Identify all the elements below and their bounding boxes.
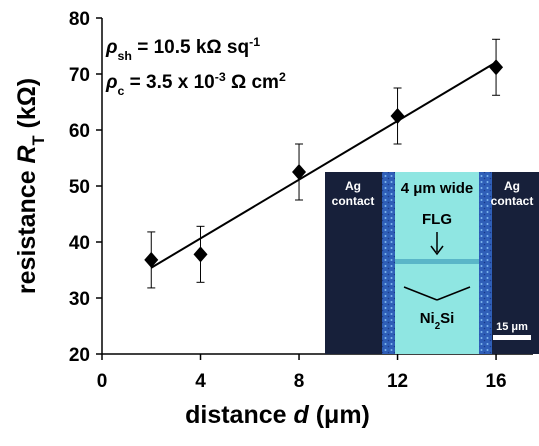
inset-label: Ag: [504, 179, 520, 193]
text-part: distance: [185, 401, 293, 429]
text-part: resistance: [13, 163, 41, 294]
text-part: (kΩ): [13, 78, 41, 136]
x-axis-title: distance d (μm): [185, 401, 370, 429]
data-point: [194, 246, 208, 262]
text-part: sh: [118, 49, 132, 63]
inset-label: contact: [332, 194, 375, 208]
x-tick-label: 16: [485, 371, 506, 392]
annotation: ρc = 3.5 x 10-3 Ω cm2: [105, 70, 286, 98]
annotation: ρsh = 10.5 kΩ sq-1: [105, 35, 260, 63]
data-point: [489, 59, 503, 75]
inset-label: 15 μm: [496, 321, 528, 333]
text-part: (μm): [309, 401, 370, 429]
y-tick-label: 80: [69, 9, 90, 30]
inset-label: FLG: [422, 211, 452, 228]
text-part: 2: [279, 70, 286, 84]
inset-label: 4 μm wide: [401, 180, 474, 197]
text-part: d: [293, 401, 309, 429]
chart: 20 30 40 50 60 70 80 0 4 8 12 16 distance d (μm) resi…: [0, 0, 539, 441]
inset-label: contact: [491, 194, 534, 208]
y-tick-label: 60: [69, 121, 90, 142]
text-part: = 3.5 x 10: [124, 72, 214, 93]
text-part: ρ: [105, 72, 118, 93]
inset-label: Ag: [345, 179, 361, 193]
x-tick-label: 12: [387, 371, 408, 392]
text-part: R: [13, 145, 41, 163]
text-part: -1: [249, 35, 260, 49]
text-part: Ni: [420, 310, 435, 327]
text-part: Ω cm: [226, 72, 279, 93]
text-part: = 10.5 kΩ sq: [132, 37, 249, 58]
y-tick-label: 50: [69, 177, 90, 198]
text-part: Si: [440, 310, 454, 327]
y-tick-label: 40: [69, 233, 90, 254]
x-tick-label: 0: [97, 371, 108, 392]
y-tick-label: 20: [69, 345, 90, 366]
text-part: ρ: [105, 37, 118, 58]
y-axis-title: resistance RT (kΩ): [13, 78, 48, 294]
text-part: T: [30, 135, 48, 145]
x-tick-label: 8: [294, 371, 305, 392]
y-tick-label: 70: [69, 65, 90, 86]
x-tick-label: 4: [195, 371, 206, 392]
y-tick-label: 30: [69, 289, 90, 310]
text-part: -3: [215, 70, 226, 84]
